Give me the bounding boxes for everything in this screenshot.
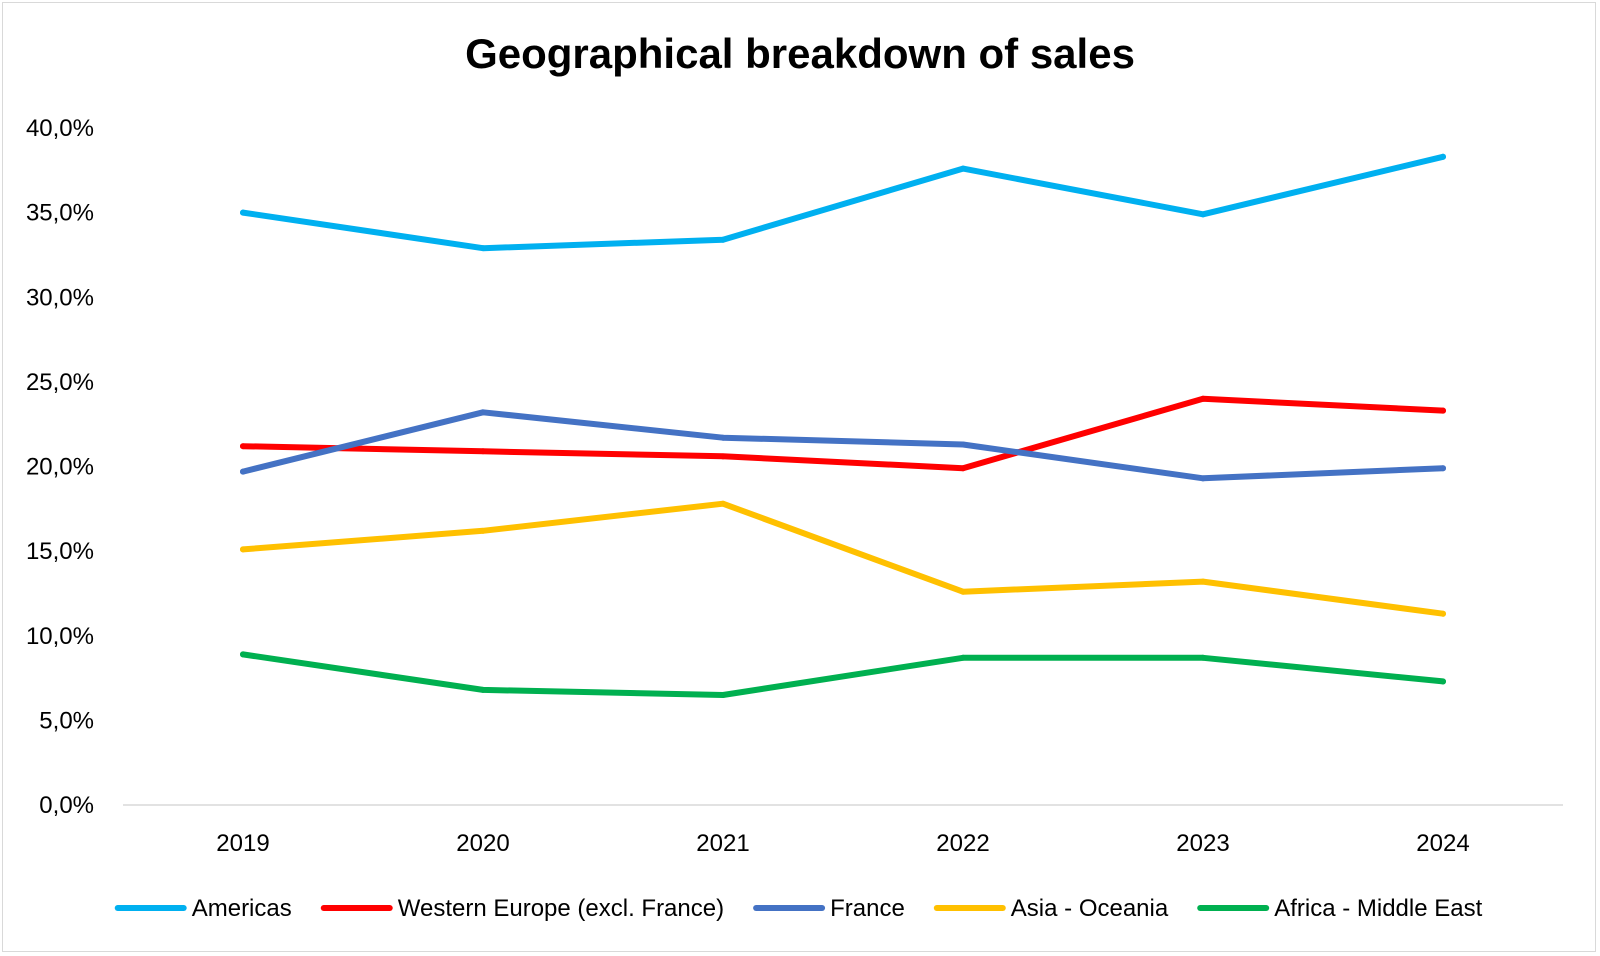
data-point — [1200, 475, 1206, 482]
data-point — [960, 465, 966, 472]
data-point — [720, 500, 726, 507]
x-tick-label: 2024 — [1416, 830, 1469, 857]
y-tick-label: 35,0% — [26, 200, 94, 227]
x-tick-label: 2020 — [456, 830, 509, 857]
x-tick-label: 2023 — [1176, 830, 1229, 857]
y-tick-label: 40,0% — [26, 115, 94, 142]
data-point — [1200, 578, 1206, 585]
y-tick-label: 15,0% — [26, 538, 94, 565]
y-tick-label: 25,0% — [26, 369, 94, 396]
data-point — [720, 236, 726, 243]
y-tick-label: 0,0% — [39, 792, 94, 819]
x-tick-label: 2021 — [696, 830, 749, 857]
series-line-0 — [240, 153, 1446, 252]
data-point — [960, 165, 966, 172]
data-point — [1440, 153, 1446, 160]
data-point — [1200, 395, 1206, 402]
chart-title: Geographical breakdown of sales — [465, 30, 1135, 77]
series-line-4 — [240, 651, 1446, 698]
data-point — [480, 686, 486, 693]
y-tick-label: 30,0% — [26, 284, 94, 311]
data-point — [240, 546, 246, 553]
data-point — [240, 651, 246, 658]
data-point — [1440, 678, 1446, 685]
data-point — [1440, 407, 1446, 414]
series-line-1 — [240, 395, 1446, 472]
data-point — [480, 448, 486, 455]
legend-label: Western Europe (excl. France) — [398, 895, 724, 922]
data-point — [1440, 465, 1446, 472]
legend-label: Asia - Oceania — [1011, 895, 1169, 922]
data-point — [240, 209, 246, 216]
data-point — [1440, 610, 1446, 617]
data-point — [240, 468, 246, 475]
y-tick-label: 20,0% — [26, 454, 94, 481]
data-point — [1200, 211, 1206, 218]
y-tick-label: 10,0% — [26, 623, 94, 650]
data-point — [960, 654, 966, 661]
x-tick-label: 2019 — [216, 830, 269, 857]
series-line-3 — [240, 500, 1446, 617]
data-point — [480, 409, 486, 416]
series-line-2 — [240, 409, 1446, 482]
data-point — [960, 441, 966, 448]
legend-label: Americas — [192, 895, 292, 922]
data-point — [720, 434, 726, 441]
y-tick-label: 5,0% — [39, 707, 94, 734]
data-point — [960, 588, 966, 595]
data-point — [1200, 654, 1206, 661]
data-point — [480, 245, 486, 252]
data-point — [720, 691, 726, 698]
data-point — [480, 527, 486, 534]
legend-label: France — [830, 895, 905, 922]
data-point — [240, 443, 246, 450]
legend-label: Africa - Middle East — [1274, 895, 1482, 922]
data-point — [720, 453, 726, 460]
x-tick-label: 2022 — [936, 830, 989, 857]
